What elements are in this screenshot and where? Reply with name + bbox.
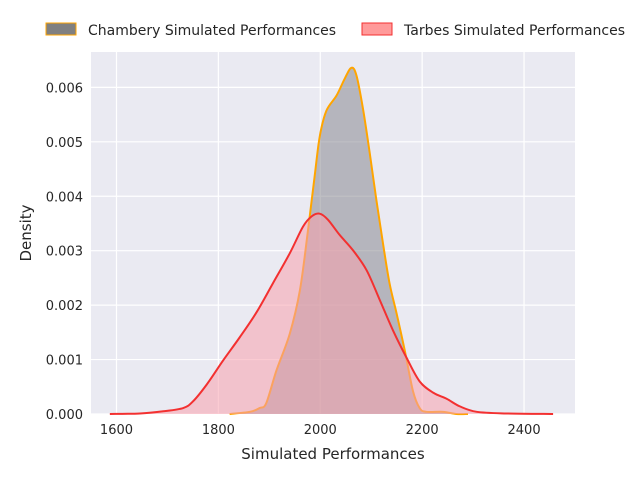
density-area-tarbes (109, 213, 554, 414)
density-area-chambery (229, 67, 469, 415)
legend: Chambery Simulated Performances Tarbes S… (45, 22, 625, 39)
y-tick-label: 0.002 (46, 299, 83, 314)
legend-label-tarbes: Tarbes Simulated Performances (403, 23, 625, 39)
x-tick-labels: 1600 1800 2000 2200 2400 (100, 423, 541, 438)
series-layer (109, 66, 554, 416)
y-tick-label: 0.003 (46, 245, 83, 260)
y-tick-label: 0.001 (46, 354, 83, 369)
x-axis-label: Simulated Performances (241, 445, 425, 463)
x-tick-label: 2000 (304, 423, 337, 438)
x-tick-label: 2200 (406, 423, 439, 438)
legend-swatch-tarbes (361, 22, 393, 36)
legend-swatch-chambery (45, 22, 77, 36)
x-tick-label: 1800 (202, 423, 235, 438)
y-tick-label: 0.005 (46, 136, 83, 151)
x-tick-label: 1600 (100, 423, 133, 438)
legend-label-chambery: Chambery Simulated Performances (88, 23, 336, 39)
y-tick-label: 0.004 (46, 190, 83, 205)
density-line-tarbes (109, 212, 554, 415)
y-tick-label: 0.006 (46, 81, 83, 96)
y-tick-label: 0.000 (46, 408, 83, 423)
x-tick-label: 2400 (508, 423, 541, 438)
y-tick-labels: 0.000 0.001 0.002 0.003 0.004 0.005 0.006 (46, 81, 83, 423)
y-axis-label: Density (17, 204, 35, 261)
